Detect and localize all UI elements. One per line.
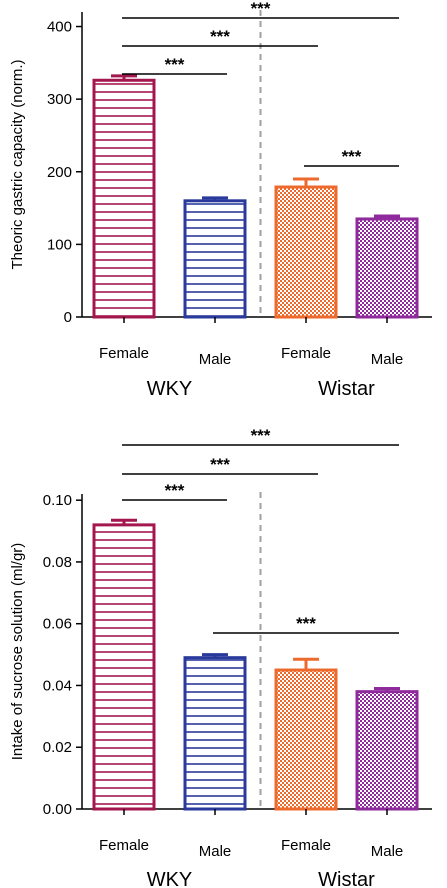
y-tick-label: 0.00: [43, 801, 72, 818]
y-axis-label: Theoric gastric capacity (norm.): [9, 59, 26, 269]
significance-label-1: ***: [210, 27, 230, 46]
significance-label-1: ***: [210, 455, 230, 474]
category-label-0: Female: [99, 345, 149, 362]
bar-0: [92, 78, 156, 319]
significance-label-0: ***: [251, 0, 271, 18]
category-label-3: Male: [371, 843, 404, 860]
bar-0: [92, 523, 156, 811]
y-tick-label: 200: [47, 164, 72, 181]
category-label-3: Male: [371, 351, 404, 368]
bar-2: [274, 668, 338, 811]
chart-panel-gastric-capacity: 0 100 200 300 400 Theoric gastric capacity (n…: [9, 0, 432, 400]
y-tick-label: 400: [47, 19, 72, 36]
y-tick-label: 0.10: [43, 492, 72, 509]
significance-label-3: ***: [342, 147, 362, 166]
group-label-0: WKY: [147, 378, 193, 400]
y-tick-label: 0.08: [43, 554, 72, 571]
category-label-1: Male: [199, 843, 232, 860]
chart-panel-sucrose-intake: 0.00 0.02 0.04 0.06 0.08 0.10 Intake of sucros…: [9, 426, 432, 888]
y-tick-label: 0: [64, 309, 72, 326]
y-tick-label: 0.04: [43, 677, 72, 694]
significance-label-2: ***: [165, 55, 185, 74]
significance-label-3: ***: [296, 614, 316, 633]
category-label-2: Female: [281, 837, 331, 854]
bar-2: [274, 185, 338, 319]
bar-1: [183, 199, 247, 319]
significance-label-0: ***: [251, 426, 271, 445]
y-tick-label: 0.06: [43, 616, 72, 633]
bar-3: [355, 690, 419, 811]
group-label-1: Wistar: [318, 869, 375, 888]
significance-label-2: ***: [165, 481, 185, 500]
bar-1: [183, 656, 247, 811]
category-label-1: Male: [199, 351, 232, 368]
y-tick-label: 0.02: [43, 739, 72, 756]
bar-3: [355, 217, 419, 319]
y-tick-label: 100: [47, 236, 72, 253]
group-label-1: Wistar: [318, 378, 375, 400]
y-tick-label: 300: [47, 91, 72, 108]
y-axis-label: Intake of sucrose solution (ml/gr): [9, 543, 26, 761]
category-label-0: Female: [99, 837, 149, 854]
group-label-0: WKY: [147, 869, 193, 888]
category-label-2: Female: [281, 345, 331, 362]
